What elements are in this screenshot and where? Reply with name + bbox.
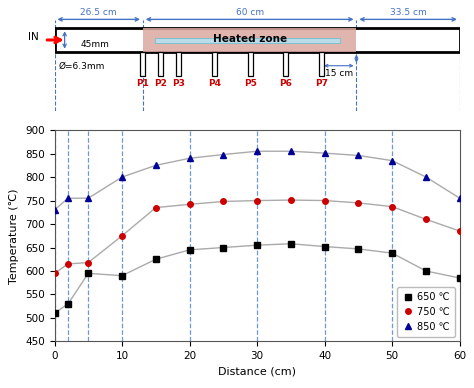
Text: Heated zone: Heated zone [212,34,287,44]
650 ℃ [119,274,125,278]
Bar [158,52,163,76]
Bar [143,28,356,52]
Text: 15 cm: 15 cm [325,69,353,78]
850 ℃ [119,175,125,179]
750 ℃ [220,199,226,204]
750 ℃ [322,198,328,203]
Text: IN: IN [27,32,38,42]
Y-axis label: Temperature (℃): Temperature (℃) [9,188,19,284]
850 ℃ [254,149,260,154]
Text: P3: P3 [173,79,185,88]
850 ℃ [288,149,294,154]
750 ℃ [65,262,71,266]
650 ℃ [187,248,192,252]
750 ℃ [356,201,361,205]
750 ℃ [153,205,159,210]
Text: 26.5 cm: 26.5 cm [81,8,117,17]
650 ℃ [65,301,71,306]
Text: Ø=6.3mm: Ø=6.3mm [59,62,105,71]
Text: 60 cm: 60 cm [236,8,264,17]
Bar [176,52,182,76]
Text: P2: P2 [154,79,167,88]
Legend: 650 ℃, 750 ℃, 850 ℃: 650 ℃, 750 ℃, 850 ℃ [397,287,455,336]
750 ℃ [457,229,463,234]
Bar [140,52,146,76]
650 ℃ [52,311,57,315]
650 ℃ [322,244,328,249]
650 ℃ [85,271,91,275]
850 ℃ [389,158,395,163]
Bar [155,38,340,43]
Text: P6: P6 [279,79,292,88]
850 ℃ [322,151,328,156]
Text: P4: P4 [208,79,221,88]
Line: 650 ℃: 650 ℃ [52,241,463,316]
850 ℃ [457,196,463,201]
X-axis label: Distance (cm): Distance (cm) [218,367,296,377]
Line: 750 ℃: 750 ℃ [52,197,463,276]
650 ℃ [423,268,429,273]
650 ℃ [153,257,159,262]
750 ℃ [187,202,192,207]
Bar [248,52,253,76]
Line: 850 ℃: 850 ℃ [52,149,463,213]
750 ℃ [389,204,395,209]
Bar [55,28,460,52]
850 ℃ [85,196,91,201]
650 ℃ [288,241,294,246]
750 ℃ [119,234,125,238]
Bar [319,52,324,76]
850 ℃ [153,163,159,168]
850 ℃ [187,156,192,161]
Text: 45mm: 45mm [81,40,109,49]
Bar [212,52,217,76]
850 ℃ [423,175,429,179]
Bar [283,52,288,76]
850 ℃ [356,153,361,158]
750 ℃ [254,198,260,203]
Text: 33.5 cm: 33.5 cm [390,8,427,17]
850 ℃ [220,152,226,157]
650 ℃ [254,243,260,248]
750 ℃ [423,217,429,222]
650 ℃ [220,245,226,250]
750 ℃ [85,260,91,265]
750 ℃ [288,198,294,203]
650 ℃ [389,251,395,255]
Text: P5: P5 [244,79,257,88]
850 ℃ [52,208,57,212]
Text: P1: P1 [137,79,149,88]
850 ℃ [65,196,71,201]
650 ℃ [356,247,361,251]
650 ℃ [457,276,463,281]
Text: P7: P7 [315,79,328,88]
750 ℃ [52,271,57,275]
